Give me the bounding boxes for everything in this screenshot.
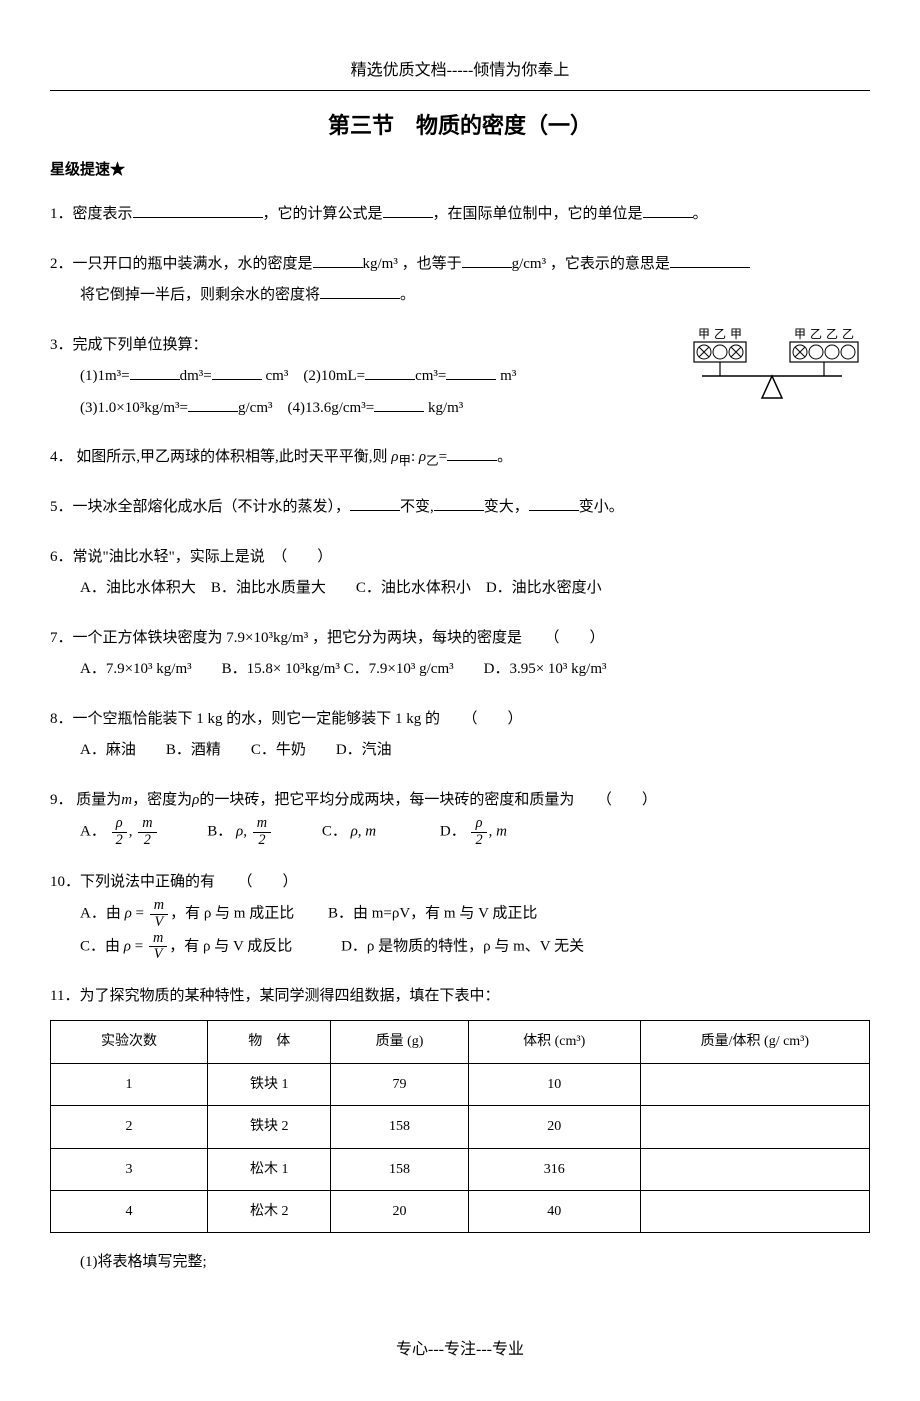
col-header: 体积 (cm³) [468,1021,640,1063]
q7-head: 7．一个正方体铁块密度为 7.9×10³kg/m³ ，把它分为两块，每块的密度是… [50,623,870,655]
blank [133,202,263,219]
q2-text: 。 [400,287,415,303]
q1-text: 1．密度表示 [50,206,133,222]
blank [462,251,512,268]
question-11: 11．为了探究物质的某种特性，某同学测得四组数据，填在下表中： 实验次数 物 体… [50,981,870,1279]
question-7: 7．一个正方体铁块密度为 7.9×10³kg/m³ ，把它分为两块，每块的密度是… [50,623,870,686]
svg-text:乙: 乙 [842,327,854,341]
col-header: 物 体 [208,1021,331,1063]
q6-options: A．油比水体积大 B．油比水质量大 C．油比水体积小 D．油比水密度小 [50,573,870,605]
question-9: 9． 质量为m，密度为ρ的一块砖，把它平均分成两块，每一块砖的密度和质量为 （ … [50,785,870,849]
svg-text:甲: 甲 [794,327,806,341]
table-body: 1铁块 17910 2铁块 215820 3松木 1158316 4松木 220… [51,1063,870,1233]
q8-options: A．麻油 B．酒精 C．牛奶 D．汽油 [50,735,870,767]
q1-text: ，在国际单位制中，它的单位是 [433,206,643,222]
blank [383,202,433,219]
blank [447,445,497,462]
question-4: 4． 如图所示,甲乙两球的体积相等,此时天平平衡,则 ρ甲: ρ乙=。 [50,442,870,474]
question-2: 2．一只开口的瓶中装满水，水的密度是 kg/m³ ，也等于 g/cm³ ，它表示的意… [50,249,870,312]
q1-text: ，它的计算公式是 [263,206,383,222]
blank [643,202,693,219]
q10-line-a: A．由 ρ = mV，有 ρ 与 m 成正比 B．由 m=ρV，有 m 与 V … [50,898,870,930]
q2-text: 2．一只开口的瓶中装满水，水的密度是 [50,256,313,272]
svg-text:乙: 乙 [826,327,838,341]
q9-head: 9． 质量为m，密度为ρ的一块砖，把它平均分成两块，每一块砖的密度和质量为 （ … [50,785,870,817]
q8-head: 8．一个空瓶恰能装下 1 kg 的水，则它一定能够装下 1 kg 的 （ ） [50,704,870,736]
col-header: 质量 (g) [331,1021,468,1063]
question-6: 6．常说"油比水轻"，实际上是说 （ ） A．油比水体积大 B．油比水质量大 C… [50,542,870,605]
table-row: 3松木 1158316 [51,1148,870,1190]
q4-text: 4． 如图所示,甲乙两球的体积相等,此时天平平衡,则 [50,449,388,465]
svg-text:甲: 甲 [730,327,742,341]
label-jia: 甲 [698,327,710,341]
col-header: 实验次数 [51,1021,208,1063]
question-1: 1．密度表示 ，它的计算公式是 ，在国际单位制中，它的单位是 。 [50,199,870,231]
data-table: 实验次数 物 体 质量 (g) 体积 (cm³) 质量/体积 (g/ cm³) … [50,1020,870,1233]
q1-text: 。 [693,206,708,222]
q10-line-c: C．由 ρ = mV，有 ρ 与 V 成反比 D．ρ 是物质的特性，ρ 与 m、… [50,931,870,963]
balance-svg: 甲 乙 甲 甲 乙 乙 乙 [690,326,870,426]
question-5: 5．一块冰全部熔化成水后（不计水的蒸发），不变,变大，变小。 [50,492,870,524]
q2-text: g/cm³ ，它表示的意思是 [512,256,670,272]
table-row: 2铁块 215820 [51,1106,870,1148]
question-10: 10．下列说法中正确的有 （ ） A．由 ρ = mV，有 ρ 与 m 成正比 … [50,867,870,963]
top-header: 精选优质文档-----倾情为你奉上 [50,60,870,82]
blank [313,251,363,268]
star-section: 星级提速★ [50,160,870,181]
svg-text:乙: 乙 [810,327,822,341]
table-header-row: 实验次数 物 体 质量 (g) 体积 (cm³) 质量/体积 (g/ cm³) [51,1021,870,1063]
blank [670,251,750,268]
blank [320,283,400,300]
col-header: 质量/体积 (g/ cm³) [640,1021,869,1063]
table-row: 1铁块 17910 [51,1063,870,1105]
q7-options: A．7.9×10³ kg/m³ B．15.8× 10³kg/m³ C．7.9×1… [50,654,870,686]
q9-options: A． ρ2, m2 B． ρ, m2 C． ρ, m D． ρ2, m [50,816,870,848]
question-8: 8．一个空瓶恰能装下 1 kg 的水，则它一定能够装下 1 kg 的 （ ） A… [50,704,870,767]
q6-head: 6．常说"油比水轻"，实际上是说 （ ） [50,542,870,574]
q2-text: kg/m³ ，也等于 [363,256,462,272]
q11-sub: (1)将表格填写完整; [50,1247,870,1279]
balance-diagram: 甲 乙 甲 甲 乙 乙 乙 [690,326,870,439]
q10-head: 10．下列说法中正确的有 （ ） [50,867,870,899]
table-row: 4松木 22040 [51,1191,870,1233]
top-divider [50,90,870,91]
footer: 专心---专注---专业 [50,1339,870,1361]
q11-head: 11．为了探究物质的某种特性，某同学测得四组数据，填在下表中： [50,981,870,1013]
q2-text: 将它倒掉一半后，则剩余水的密度将 [50,287,320,303]
svg-text:乙: 乙 [714,327,726,341]
question-3: 甲 乙 甲 甲 乙 乙 乙 3．完成下列单位换算： (1)1m³=dm³= [50,330,870,425]
page-title: 第三节 物质的密度（一） [50,111,870,142]
